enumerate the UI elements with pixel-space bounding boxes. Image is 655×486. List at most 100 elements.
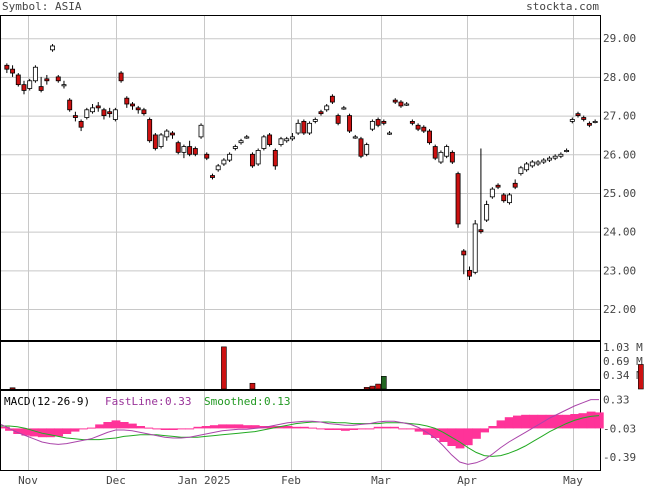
candle-up	[61, 84, 67, 87]
macd-histogram-bar	[381, 426, 391, 429]
candle-down	[495, 184, 501, 188]
candle-down	[175, 142, 181, 153]
macd-histogram-bar	[185, 428, 195, 430]
macd-histogram-bar	[480, 428, 490, 433]
price-tick-label: 22.00	[603, 303, 636, 316]
candle-up	[84, 109, 90, 118]
candle-down	[67, 99, 73, 111]
macd-histogram-bar	[226, 424, 236, 429]
volume-tick-label: 1.03 M	[603, 341, 643, 354]
candle-down	[15, 74, 21, 86]
macd-fast-label: FastLine:	[105, 395, 165, 408]
candle-up	[529, 161, 535, 167]
candle-up	[181, 146, 187, 153]
candle-down	[147, 119, 153, 142]
candle-down	[192, 148, 198, 155]
candle-down	[249, 153, 255, 167]
macd-histogram-bar	[267, 426, 277, 429]
macd-histogram-bar	[365, 428, 375, 430]
candle-down	[421, 126, 427, 132]
candle-up	[546, 157, 552, 161]
macd-histogram-bar	[201, 426, 211, 429]
candle-down	[581, 117, 587, 120]
price-panel: 22.00 23.00 24.00 25.00 26.00 27.00 28.00 29.00	[0, 15, 636, 341]
candle-up	[564, 150, 570, 153]
x-tick-label: Jan 2025	[178, 474, 231, 486]
candle-up	[558, 153, 564, 157]
macd-histogram-bar	[144, 427, 154, 429]
candle-up	[295, 122, 301, 134]
macd-histogram-bar	[324, 428, 334, 430]
site-brand[interactable]: stockta.com	[526, 0, 599, 13]
candle-up	[541, 159, 547, 163]
candle-up	[284, 138, 290, 142]
macd-histogram-bar	[87, 427, 96, 429]
macd-histogram-bar	[431, 428, 440, 438]
candle-up	[324, 105, 330, 111]
x-tick-label: Mar	[371, 474, 391, 486]
candle-down	[501, 194, 507, 202]
candle-down	[427, 130, 432, 144]
candle-down	[318, 111, 324, 115]
price-tick-label: 23.00	[603, 264, 636, 277]
candle-down	[4, 64, 10, 70]
candle-up	[90, 107, 95, 113]
candle-down	[130, 103, 135, 107]
x-tick-label: Dec	[106, 474, 126, 486]
macd-histogram-bar	[537, 414, 547, 429]
macd-histogram-bar	[521, 414, 530, 429]
macd-histogram-bar	[291, 426, 301, 429]
macd-histogram-bar	[177, 428, 186, 430]
x-tick-label: Feb	[281, 474, 301, 486]
price-tick-label: 26.00	[603, 148, 636, 161]
macd-fast-value: 0.33	[165, 395, 192, 408]
candle-up	[307, 122, 313, 134]
macd-histogram-bar	[390, 426, 399, 429]
volume-bar	[369, 385, 376, 390]
macd-histogram-bar	[545, 414, 555, 429]
candle-up	[244, 136, 250, 139]
macd-histogram-bar	[54, 428, 64, 437]
x-tick-label: May	[563, 474, 583, 486]
macd-histogram-bar	[250, 425, 260, 429]
macd-histogram-bar	[168, 428, 178, 430]
candle-down	[461, 250, 467, 256]
volume-bar	[381, 376, 387, 390]
candle-up	[592, 120, 598, 123]
candle-down	[512, 182, 518, 188]
macd-fast-line	[0, 399, 599, 465]
candle-up	[278, 138, 284, 146]
candle-up	[289, 136, 295, 140]
price-frame	[0, 15, 601, 341]
candle-down	[78, 120, 84, 128]
candle-down	[141, 109, 147, 115]
macd-histogram-bar	[349, 428, 358, 430]
candle-up	[261, 136, 267, 149]
x-tick-label: Apr	[457, 474, 477, 486]
candle-down	[478, 229, 484, 233]
macd-histogram-bar	[357, 428, 367, 430]
macd-smoothed-line	[1, 415, 600, 457]
candle-up	[27, 80, 33, 89]
candle-up	[215, 165, 221, 171]
macd-histogram-bar	[488, 426, 498, 429]
macd-histogram-bar	[373, 426, 383, 429]
macd-histogram-bar	[414, 428, 424, 432]
candle-up	[255, 150, 261, 165]
macd-histogram-bar	[586, 411, 596, 429]
candle-up	[489, 188, 495, 198]
candle-up	[227, 153, 233, 161]
macd-histogram-bar	[13, 428, 23, 434]
macd-histogram-bar	[218, 424, 227, 429]
candle-up	[341, 107, 347, 110]
candle-down	[415, 124, 421, 130]
candle-down	[375, 119, 381, 126]
macd-histogram-bar	[562, 414, 571, 429]
macd-histogram-bar	[152, 428, 162, 430]
candle-up	[472, 223, 478, 273]
candle-up	[444, 146, 450, 157]
macd-histogram-bar	[283, 426, 293, 429]
price-tick-label: 25.00	[603, 187, 636, 200]
candle-up	[552, 155, 558, 159]
candle-down	[301, 120, 307, 134]
